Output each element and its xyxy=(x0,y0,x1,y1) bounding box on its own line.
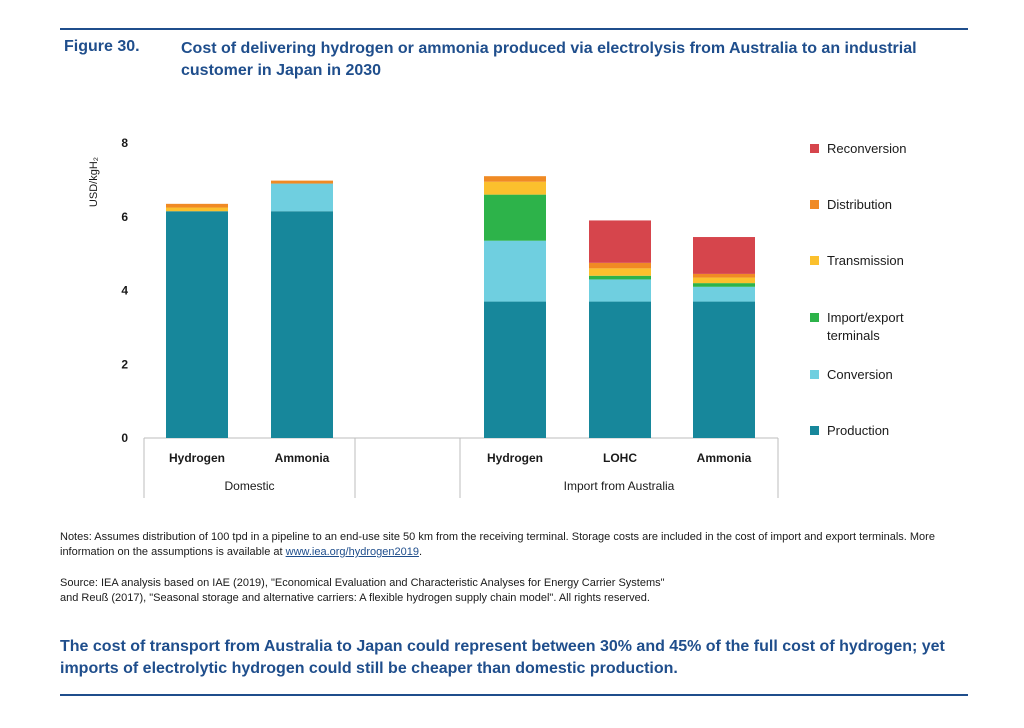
bar-segment-transmission xyxy=(166,207,228,212)
legend-label: Import/export terminals xyxy=(827,310,904,343)
notes-link[interactable]: www.iea.org/hydrogen2019 xyxy=(285,546,419,558)
bar-segment-transmission xyxy=(484,181,546,195)
legend-item: Reconversion xyxy=(810,140,957,158)
legend-label: Reconversion xyxy=(827,141,907,156)
bar-segment-distribution xyxy=(589,262,651,269)
legend-item: Conversion xyxy=(810,366,957,384)
legend-item: Import/export terminals xyxy=(810,309,937,345)
figure-caption: The cost of transport from Australia to … xyxy=(60,638,945,677)
bar-segment-production xyxy=(484,301,546,438)
bar-segment-conversion xyxy=(693,286,755,302)
x-category-label: Hydrogen xyxy=(487,451,543,465)
bars-layer xyxy=(166,176,755,438)
source-line-2: and Reuß (2017), "Seasonal storage and a… xyxy=(60,592,650,604)
y-axis-label: USD/kgH₂ xyxy=(88,157,100,207)
bar-segment-conversion xyxy=(589,279,651,302)
legend-label: Conversion xyxy=(827,367,893,382)
y-tick-label: 0 xyxy=(121,431,128,445)
bar-segment-distribution xyxy=(166,203,228,208)
bar-segment-distribution xyxy=(271,180,333,184)
x-group-label: Domestic xyxy=(224,479,274,493)
legend-swatch xyxy=(810,370,819,379)
figure-title: Cost of delivering hydrogen or ammonia p… xyxy=(181,40,917,79)
x-category-label: LOHC xyxy=(603,451,637,465)
legend-label: Distribution xyxy=(827,197,893,212)
legend-swatch xyxy=(810,256,819,265)
legend-label: Production xyxy=(827,423,890,438)
legend-item: Transmission xyxy=(810,252,957,270)
bottom-rule xyxy=(60,694,968,696)
figure-label: Figure 30. xyxy=(64,38,140,55)
bar-segment-import-export-terminals xyxy=(589,275,651,280)
x-group-label: Import from Australia xyxy=(564,479,675,493)
bar-segment-transmission xyxy=(693,277,755,284)
x-category-label: Hydrogen xyxy=(169,451,225,465)
bar-segment-production xyxy=(693,301,755,438)
legend-label: Transmission xyxy=(827,253,904,268)
bar-segment-distribution xyxy=(693,273,755,278)
legend-item: Distribution xyxy=(810,196,957,214)
y-tick-label: 4 xyxy=(121,284,128,298)
bar-segment-production xyxy=(589,301,651,438)
legend-swatch xyxy=(810,200,819,209)
bar-segment-conversion xyxy=(484,240,546,302)
legend-swatch xyxy=(810,313,819,322)
bar-segment-distribution xyxy=(484,176,546,182)
bar-segment-reconversion xyxy=(589,220,651,263)
y-tick-label: 6 xyxy=(121,210,128,224)
bar-segment-transmission xyxy=(589,268,651,276)
chart-source: Source: IEA analysis based on IAE (2019)… xyxy=(60,576,965,606)
chart-notes: Notes: Assumes distribution of 100 tpd i… xyxy=(60,530,965,560)
bar-segment-production xyxy=(166,211,228,438)
bar-segment-import-export-terminals xyxy=(484,194,546,241)
notes-end: . xyxy=(418,546,422,558)
x-category-label: Ammonia xyxy=(697,451,752,465)
legend-swatch xyxy=(810,426,819,435)
source-line-1: Source: IEA analysis based on IAE (2019)… xyxy=(60,577,665,589)
bar-segment-production xyxy=(271,211,333,438)
top-rule xyxy=(60,28,968,30)
y-tick-label: 2 xyxy=(121,357,128,371)
bar-segment-import-export-terminals xyxy=(693,283,755,287)
x-category-label: Ammonia xyxy=(275,451,330,465)
bar-segment-conversion xyxy=(271,183,333,212)
notes-text: Notes: Assumes distribution of 100 tpd i… xyxy=(60,531,935,558)
legend-item: Production xyxy=(810,422,957,440)
axis-layer xyxy=(143,437,779,498)
legend-swatch xyxy=(810,144,819,153)
bar-segment-reconversion xyxy=(693,237,755,274)
y-tick-label: 8 xyxy=(121,136,128,150)
